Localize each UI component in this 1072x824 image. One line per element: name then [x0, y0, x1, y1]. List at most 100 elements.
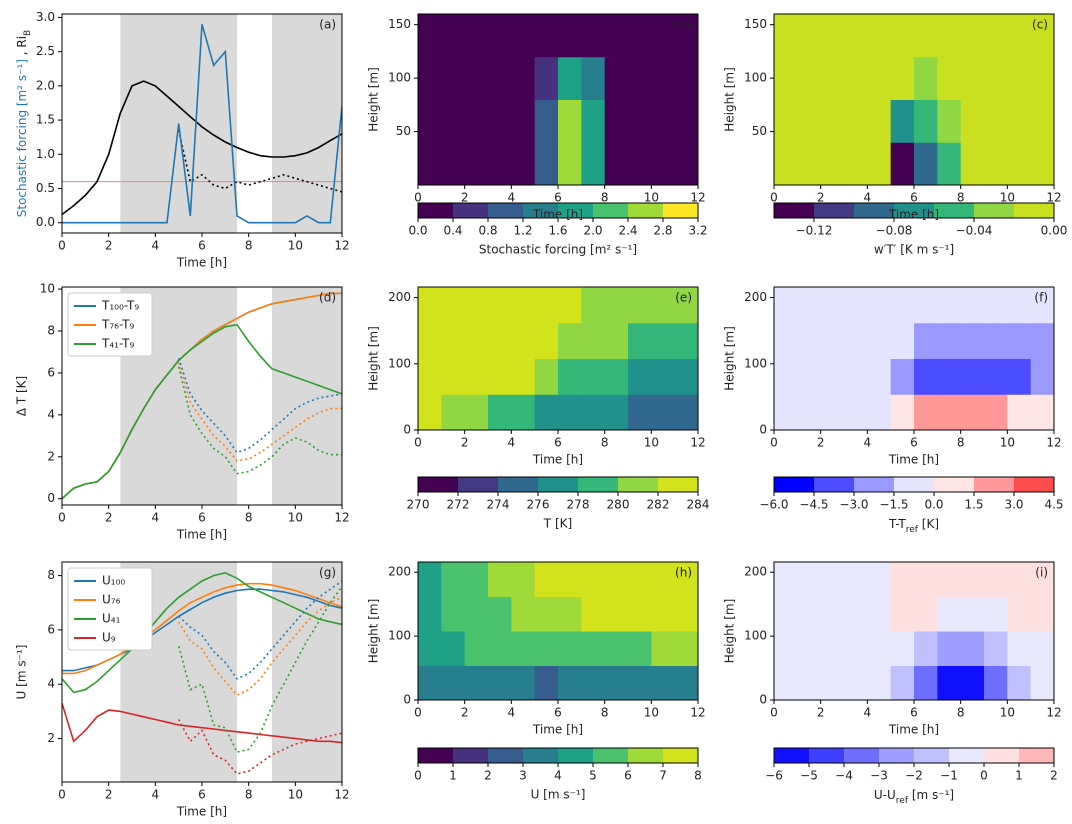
panel-label: (a) — [319, 18, 336, 32]
contour-cell — [418, 56, 442, 100]
contour-cell — [1007, 322, 1032, 359]
colorbar-segment — [894, 477, 934, 492]
contour-cell — [418, 142, 442, 185]
colorbar-tick-label: 1.6 — [548, 224, 567, 238]
colorbar-tick-label: −0.08 — [876, 224, 913, 238]
y-tick-label: 6 — [47, 365, 55, 379]
colorbar-tick-label: −0.12 — [796, 224, 833, 238]
colorbar-segment — [523, 203, 558, 218]
x-tick-label: 12 — [334, 511, 349, 525]
colorbar-tick-label: 4.5 — [1044, 498, 1063, 512]
x-tick-label: 0 — [414, 436, 422, 450]
colorbar-tick-label: 2.0 — [583, 224, 602, 238]
contour-cell — [651, 322, 676, 359]
contour-cell — [651, 631, 676, 666]
colorbar-label: T [K] — [543, 517, 572, 531]
contour-cell — [774, 562, 798, 597]
contour-cell — [867, 142, 892, 185]
contour-cell — [674, 596, 698, 632]
x-tick-label: 0 — [770, 706, 778, 720]
contour-cell — [984, 99, 1008, 143]
contour-cell — [914, 14, 938, 58]
y-tick-label: 150 — [388, 17, 411, 31]
legend-label: U₇₆ — [102, 593, 121, 607]
contour-cell — [488, 99, 512, 143]
contour-cell — [674, 394, 698, 430]
contour-cell — [604, 631, 629, 666]
x-tick-label: 6 — [554, 436, 562, 450]
y-tick-label: 0 — [759, 423, 767, 437]
colorbar-segment — [498, 477, 538, 492]
contour-cell — [604, 99, 629, 143]
contour-cell — [534, 596, 559, 632]
contour-cell — [464, 56, 489, 100]
contour-cell — [867, 322, 892, 359]
contour-cell — [774, 14, 798, 58]
contour-cell — [534, 631, 559, 666]
contour-cell — [674, 665, 698, 700]
x-tick-label: 2 — [817, 706, 825, 720]
x-tick-label: 4 — [508, 191, 516, 205]
colorbar-tick-label: 274 — [487, 498, 510, 512]
legend-box — [67, 292, 153, 357]
contour-cell — [867, 14, 892, 58]
contour-cell — [1007, 358, 1032, 395]
contour-cell — [937, 287, 962, 324]
contour-cell — [674, 99, 698, 143]
contour-cell — [511, 287, 536, 324]
contour-cell — [797, 56, 822, 100]
colorbar-tick-label: −6.0 — [759, 498, 788, 512]
contour-cell — [914, 142, 938, 185]
colorbar-tick-label: −3.0 — [839, 498, 868, 512]
contour-cell — [511, 596, 536, 632]
x-tick-label: 4 — [864, 191, 872, 205]
contour-cell — [890, 665, 915, 700]
label-part: B — [23, 30, 33, 36]
colorbar-segment — [418, 203, 453, 218]
contour-cell — [441, 394, 466, 430]
colorbar-segment — [809, 748, 844, 763]
contour-cell — [534, 14, 559, 58]
y-tick-label: 0 — [759, 693, 767, 707]
x-axis-label: Time [h] — [176, 528, 227, 542]
contour-cell — [867, 358, 892, 395]
contour-cell — [534, 287, 559, 324]
colorbar-tick-label: −6 — [765, 769, 783, 783]
contour-cell — [651, 14, 676, 58]
y-tick-label: 3.0 — [36, 10, 55, 24]
contour-cell — [581, 631, 606, 666]
contour-cell — [511, 14, 536, 58]
contour-cell — [797, 99, 822, 143]
contour-cell — [867, 287, 892, 324]
contour-cell — [797, 287, 822, 324]
x-tick-label: 4 — [152, 511, 160, 525]
contour-cell — [534, 56, 559, 100]
contour-cell — [604, 394, 629, 430]
x-tick-label: 4 — [508, 436, 516, 450]
contour-cell — [914, 56, 938, 100]
colorbar-segment — [593, 203, 628, 218]
x-tick-label: 10 — [288, 511, 303, 525]
contour-cell — [960, 287, 985, 324]
contour-cell — [464, 322, 489, 359]
x-tick-label: 8 — [245, 788, 253, 802]
plot-area — [774, 562, 1054, 700]
contour-cell — [674, 358, 698, 395]
contour-cell — [511, 358, 536, 395]
y-tick-label: 100 — [388, 629, 411, 643]
contour-cell — [604, 358, 629, 395]
colorbar-frame — [773, 202, 1055, 219]
x-tick-label: 2 — [817, 436, 825, 450]
contour-cell — [441, 665, 466, 700]
x-axis-label: Time [h] — [532, 453, 583, 467]
contour-cell — [441, 56, 466, 100]
contour-cell — [960, 14, 985, 58]
y-tick-label: 0 — [403, 423, 411, 437]
contour-cell — [1030, 287, 1054, 324]
contour-cell — [844, 394, 868, 430]
y-tick-label: 2 — [47, 731, 55, 745]
contour-cell — [797, 665, 822, 700]
contour-cell — [674, 287, 698, 324]
colorbar-tick-label: 0.0 — [924, 498, 943, 512]
colorbar-tick-label: 276 — [527, 498, 550, 512]
